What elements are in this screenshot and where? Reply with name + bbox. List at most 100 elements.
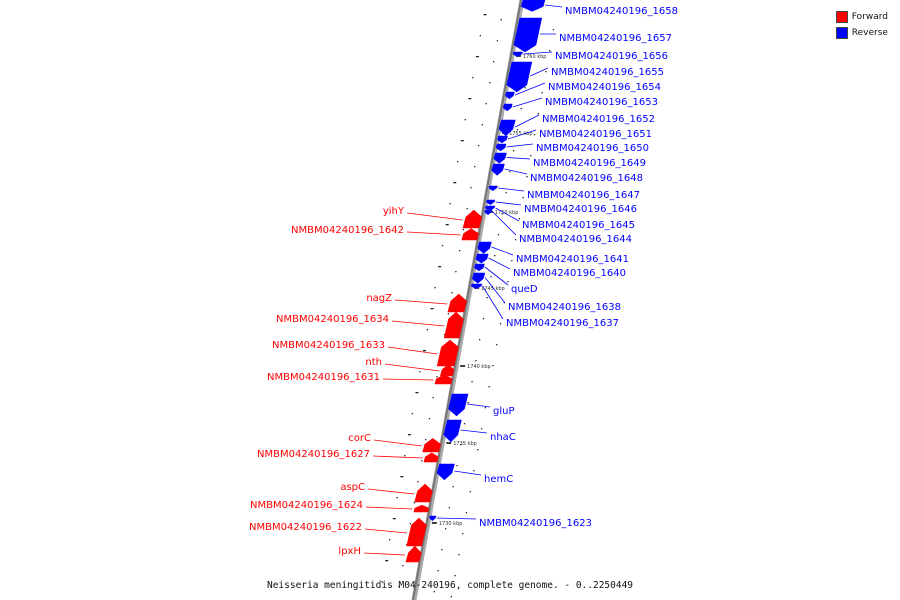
background-dot: [467, 402, 469, 404]
gene-arrow-NMBM04240196_1631[interactable]: [434, 374, 453, 385]
background-dot: [533, 134, 536, 136]
gene-label-NMBM04240196_1640[interactable]: NMBM04240196_1640: [513, 268, 626, 279]
leader-line: [436, 517, 477, 520]
gene-label-aspC[interactable]: aspC: [340, 482, 365, 493]
gene-label-NMBM04240196_1645[interactable]: NMBM04240196_1645: [522, 220, 635, 231]
gene-arrow-hemC[interactable]: [436, 463, 455, 481]
gene-arrow-yihY[interactable]: [462, 209, 483, 229]
gene-label-gluP[interactable]: gluP: [493, 406, 515, 417]
gene-arrow-aspC[interactable]: [414, 483, 433, 503]
gene-label-NMBM04240196_1624[interactable]: NMBM04240196_1624: [250, 500, 363, 511]
gene-arrow-NMBM04240196_1650[interactable]: [495, 143, 507, 152]
gene-label-NMBM04240196_1648[interactable]: NMBM04240196_1648: [530, 173, 643, 184]
background-dot: [530, 155, 532, 157]
gene-label-NMBM04240196_1637[interactable]: NMBM04240196_1637: [506, 318, 619, 329]
gene-arrow-NMBM04240196_1623[interactable]: [429, 515, 437, 522]
gene-label-corC[interactable]: corC: [348, 433, 371, 444]
gene-label-NMBM04240196_1633[interactable]: NMBM04240196_1633: [272, 340, 385, 351]
gene-arrow-NMBM04240196_1642[interactable]: [461, 228, 479, 241]
background-dot: [481, 124, 483, 126]
background-dot: [494, 255, 496, 257]
gene-arrow-nth[interactable]: [439, 364, 455, 377]
gene-arrow-NMBM04240196_1655[interactable]: [506, 61, 533, 93]
background-dot: [396, 497, 398, 499]
background-dot: [478, 339, 481, 341]
gene-arrow-NMBM04240196_1649[interactable]: [493, 152, 507, 164]
gene-label-NMBM04240196_1647[interactable]: NMBM04240196_1647: [527, 190, 640, 201]
gene-arrow-gluP[interactable]: [448, 393, 469, 417]
gene-label-NMBM04240196_1634[interactable]: NMBM04240196_1634: [276, 314, 389, 325]
background-dot: [406, 544, 408, 546]
gene-label-NMBM04240196_1654[interactable]: NMBM04240196_1654: [548, 82, 661, 93]
gene-arrow-NMBM04240196_1656[interactable]: [512, 51, 523, 58]
gene-arrow-NMBM04240196_1648[interactable]: [491, 163, 505, 176]
gene-label-NMBM04240196_1642[interactable]: NMBM04240196_1642: [291, 225, 404, 236]
gene-arrow-NMBM04240196_1652[interactable]: [498, 119, 516, 137]
gene-label-NMBM04240196_1658[interactable]: NMBM04240196_1658: [565, 6, 678, 17]
gene-label-nagZ[interactable]: nagZ: [366, 293, 392, 304]
gene-arrow-NMBM04240196_1622[interactable]: [406, 517, 427, 547]
gene-arrow-NMBM04240196_1653[interactable]: [502, 103, 513, 112]
gene-label-nhaC[interactable]: nhaC: [490, 432, 516, 443]
gene-arrow-NMBM04240196_1657[interactable]: [513, 17, 543, 53]
gene-label-NMBM04240196_1649[interactable]: NMBM04240196_1649: [533, 158, 646, 169]
gene-arrow-NMBM04240196_1624[interactable]: [413, 504, 430, 513]
gene-arrow-NMBM04240196_1638[interactable]: [471, 272, 486, 284]
background-dot: [475, 360, 477, 362]
gene-label-hemC[interactable]: hemC: [484, 474, 513, 485]
gene-label-NMBM04240196_1656[interactable]: NMBM04240196_1656: [555, 51, 668, 62]
gene-arrow-lpxH[interactable]: [405, 545, 422, 563]
gene-arrow-queD[interactable]: [474, 263, 485, 272]
gene-arrow-nagZ[interactable]: [447, 293, 468, 313]
gene-arrow-NMBM04240196_1644[interactable]: [484, 209, 493, 216]
gene-label-NMBM04240196_1631[interactable]: NMBM04240196_1631: [267, 372, 380, 383]
background-dot: [430, 308, 434, 310]
background-dot: [441, 245, 444, 247]
background-dot: [486, 297, 488, 299]
background-dot: [490, 276, 492, 278]
background-dot: [407, 434, 411, 436]
gene-arrow-NMBM04240196_1637[interactable]: [470, 283, 483, 290]
gene-arrow-NMBM04240196_1646[interactable]: [485, 199, 496, 206]
gene-arrow-corC[interactable]: [422, 438, 442, 453]
gene-arrow-NMBM04240196_1634[interactable]: [443, 311, 464, 339]
gene-label-NMBM04240196_1638[interactable]: NMBM04240196_1638: [508, 302, 621, 313]
gene-arrow-NMBM04240196_1658[interactable]: [520, 0, 546, 12]
leader-line: [387, 346, 438, 355]
gene-label-NMBM04240196_1657[interactable]: NMBM04240196_1657: [559, 33, 672, 44]
gene-label-NMBM04240196_1622[interactable]: NMBM04240196_1622: [249, 522, 362, 533]
gene-label-NMBM04240196_1646[interactable]: NMBM04240196_1646: [524, 204, 637, 215]
leader-line: [372, 455, 423, 459]
background-dot: [419, 371, 421, 373]
gene-arrow-NMBM04240196_1651[interactable]: [497, 135, 508, 144]
gene-label-NMBM04240196_1650[interactable]: NMBM04240196_1650: [536, 143, 649, 154]
background-dot: [421, 460, 423, 462]
gene-arrow-nhaC[interactable]: [443, 419, 462, 443]
background-dot: [549, 50, 551, 52]
background-dot: [443, 334, 446, 336]
gene-label-NMBM04240196_1653[interactable]: NMBM04240196_1653: [545, 97, 658, 108]
background-dot: [441, 549, 443, 551]
gene-label-yihY[interactable]: yihY: [383, 206, 405, 217]
background-dot: [477, 145, 480, 147]
gene-label-NMBM04240196_1652[interactable]: NMBM04240196_1652: [542, 114, 655, 125]
background-dot: [469, 491, 471, 493]
gene-arrow-NMBM04240196_1654[interactable]: [505, 91, 515, 100]
gene-arrow-NMBM04240196_1640[interactable]: [475, 253, 489, 264]
gene-arrow-NMBM04240196_1647[interactable]: [488, 185, 498, 192]
gene-label-NMBM04240196_1641[interactable]: NMBM04240196_1641: [516, 254, 629, 265]
gene-arrow-NMBM04240196_1627[interactable]: [423, 452, 439, 463]
gene-arrow-NMBM04240196_1645[interactable]: [484, 205, 496, 212]
gene-label-NMBM04240196_1655[interactable]: NMBM04240196_1655: [551, 67, 664, 78]
gene-label-nth[interactable]: nth: [365, 357, 382, 368]
gene-label-NMBM04240196_1644[interactable]: NMBM04240196_1644: [519, 234, 632, 245]
gene-label-queD[interactable]: queD: [511, 284, 538, 295]
gene-arrow-NMBM04240196_1633[interactable]: [436, 339, 459, 367]
leader-line: [384, 363, 440, 372]
gene-label-NMBM04240196_1623[interactable]: NMBM04240196_1623: [479, 518, 592, 529]
gene-label-NMBM04240196_1651[interactable]: NMBM04240196_1651: [539, 129, 652, 140]
gene-label-NMBM04240196_1627[interactable]: NMBM04240196_1627: [257, 449, 370, 460]
gene-label-lpxH[interactable]: lpxH: [338, 546, 361, 557]
gene-arrow-NMBM04240196_1641[interactable]: [477, 241, 492, 254]
background-dot: [436, 376, 438, 378]
